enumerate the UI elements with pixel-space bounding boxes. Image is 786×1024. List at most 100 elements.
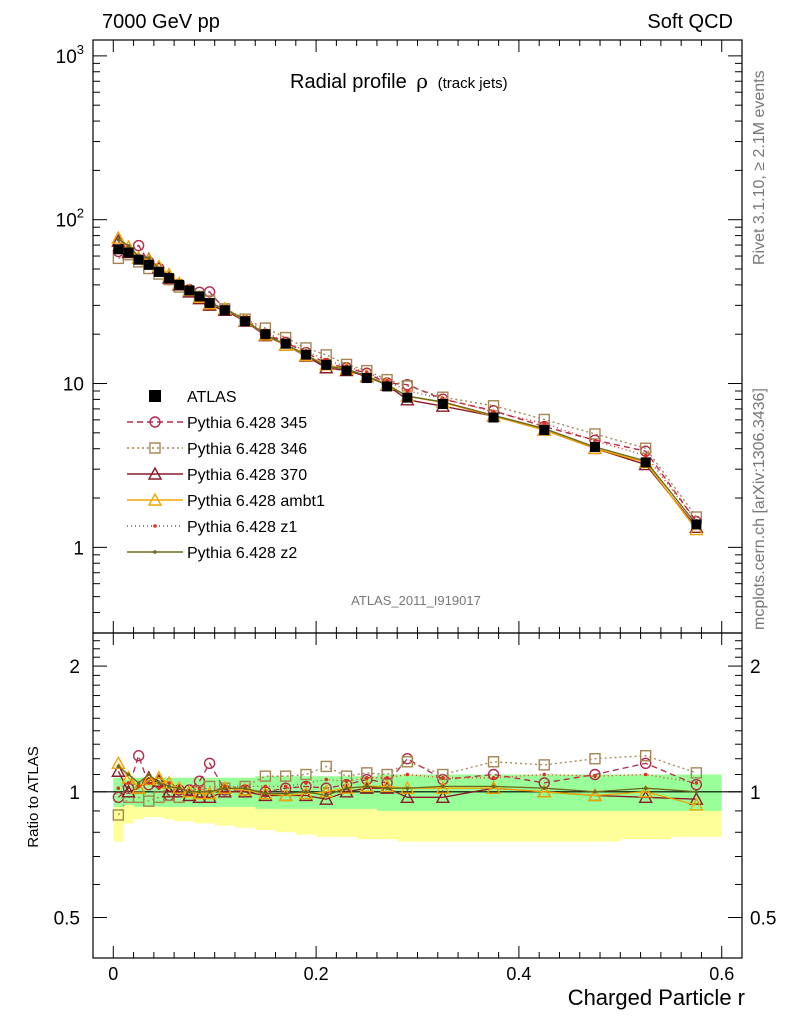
ratio-point-6 xyxy=(157,781,161,785)
ratio-point-3 xyxy=(237,784,253,798)
legend-label-1: Pythia 6.428 345 xyxy=(187,415,307,432)
ratio-point-2 xyxy=(279,770,292,782)
ratio-point-5 xyxy=(263,784,268,789)
atlas-point xyxy=(204,298,215,309)
atlas-point xyxy=(341,365,352,376)
atlas-point xyxy=(113,244,124,255)
ratio-point-6 xyxy=(283,791,288,796)
ratio-point-5 xyxy=(694,781,699,785)
ratio-point-5 xyxy=(157,786,161,791)
ratio-point-5 xyxy=(167,781,171,785)
ratio-point-6 xyxy=(304,789,308,794)
ratio-point-4 xyxy=(131,780,146,794)
rivet-version-label: Rivet 3.1.10, ≥ 2.1M events xyxy=(751,70,768,265)
ratio-point-3 xyxy=(202,789,217,804)
ratio-point-4 xyxy=(298,786,314,800)
ratio-point-6 xyxy=(177,786,181,791)
atlas-point xyxy=(300,349,311,360)
ratio-point-6 xyxy=(593,789,597,794)
ratio-point-3 xyxy=(258,788,273,802)
series-point-1 xyxy=(132,239,145,252)
ratio-point-4 xyxy=(202,786,217,800)
ratio-point-6 xyxy=(223,786,227,791)
ratio-point-5 xyxy=(593,774,597,778)
ratio-point-2 xyxy=(487,756,500,768)
atlas-point xyxy=(488,412,499,423)
y-tick-label: 1 xyxy=(73,538,84,559)
ratio-point-3 xyxy=(161,784,177,798)
ratio-point-3 xyxy=(400,789,415,804)
chart-title: Radial profile ρ (track jets) xyxy=(290,69,508,93)
y-tick-label: 10 xyxy=(63,375,84,396)
ratio-point-4 xyxy=(537,784,552,798)
atlas-point xyxy=(153,266,164,277)
atlas-point xyxy=(539,425,550,436)
ratio-point-3 xyxy=(689,791,704,805)
ratio-point-5 xyxy=(405,772,410,777)
ratio-y-tick-label-right: 0.5 xyxy=(750,909,776,930)
legend-marker-6 xyxy=(153,550,157,554)
ratio-point-6 xyxy=(385,786,389,791)
series-point-5 xyxy=(593,439,597,443)
ratio-point-4 xyxy=(486,780,501,794)
ratio-point-4 xyxy=(587,788,603,802)
ratio-point-2 xyxy=(589,753,601,765)
ratio-point-3 xyxy=(217,784,233,798)
series-point-5 xyxy=(542,421,547,426)
ratio-point-3 xyxy=(182,788,197,802)
atlas-point xyxy=(280,338,291,349)
ratio-point-2 xyxy=(320,760,332,773)
ratio-point-5 xyxy=(197,786,202,791)
ratio-point-6 xyxy=(207,789,212,794)
series-line-4 xyxy=(117,237,697,531)
ratio-point-6 xyxy=(146,772,151,777)
ratio-point-1 xyxy=(132,750,145,762)
ratio-point-3 xyxy=(121,784,136,798)
atlas-point xyxy=(123,247,134,258)
series-point-6 xyxy=(126,243,131,248)
ratio-point-5 xyxy=(126,781,131,785)
ratio-point-5 xyxy=(283,784,288,789)
ratio-point-6 xyxy=(116,764,121,769)
ratio-point-1 xyxy=(690,778,703,791)
legend-marker-3 xyxy=(147,466,163,480)
ratio-point-4 xyxy=(111,755,126,770)
series-point-5 xyxy=(405,389,410,393)
ratio-point-3 xyxy=(435,789,451,804)
x-tick-label: 0.6 xyxy=(709,964,734,984)
atlas-point xyxy=(260,329,271,340)
ratio-point-4 xyxy=(379,778,395,793)
ratio-point-6 xyxy=(694,789,699,794)
legend: ATLAS Pythia 6.428 345 Pythia 6.428 346 Pyt… xyxy=(127,389,325,562)
ratio-point-5 xyxy=(441,776,445,780)
atlas-point xyxy=(240,316,251,327)
mcplots-label: mcplots.cern.ch [arXiv:1306.3436] xyxy=(751,388,768,630)
ratio-point-5 xyxy=(364,776,369,780)
ratio-point-6 xyxy=(643,786,648,791)
atlas-point xyxy=(143,259,154,270)
atlas-point xyxy=(174,279,185,290)
ratio-point-1 xyxy=(401,753,414,765)
legend-marker-5 xyxy=(153,524,157,528)
y-tick-label: 102 xyxy=(56,206,84,232)
ratio-y-tick-label-left: 0.5 xyxy=(54,909,80,930)
ratio-y-tick-label-left: 1 xyxy=(69,783,80,804)
atlas-point xyxy=(133,254,144,265)
y-axis-label-ratio: Ratio to ATLAS xyxy=(25,746,42,847)
atlas-point xyxy=(640,457,651,468)
ratio-point-6 xyxy=(197,789,202,794)
legend-label-2: Pythia 6.428 346 xyxy=(187,441,307,458)
x-tick-label: 0.4 xyxy=(506,964,531,984)
ratio-point-5 xyxy=(116,786,121,791)
series-point-2 xyxy=(639,442,652,454)
atlas-point xyxy=(321,359,332,370)
ratio-point-4 xyxy=(359,778,374,793)
ratio-point-5 xyxy=(542,772,547,777)
ratio-band-stat xyxy=(113,774,722,811)
legend-label-6: Pythia 6.428 z2 xyxy=(187,545,297,562)
ratio-point-6 xyxy=(263,791,268,796)
ratio-point-4 xyxy=(689,797,704,811)
ratio-point-2 xyxy=(639,750,652,762)
series-point-6 xyxy=(116,237,121,242)
